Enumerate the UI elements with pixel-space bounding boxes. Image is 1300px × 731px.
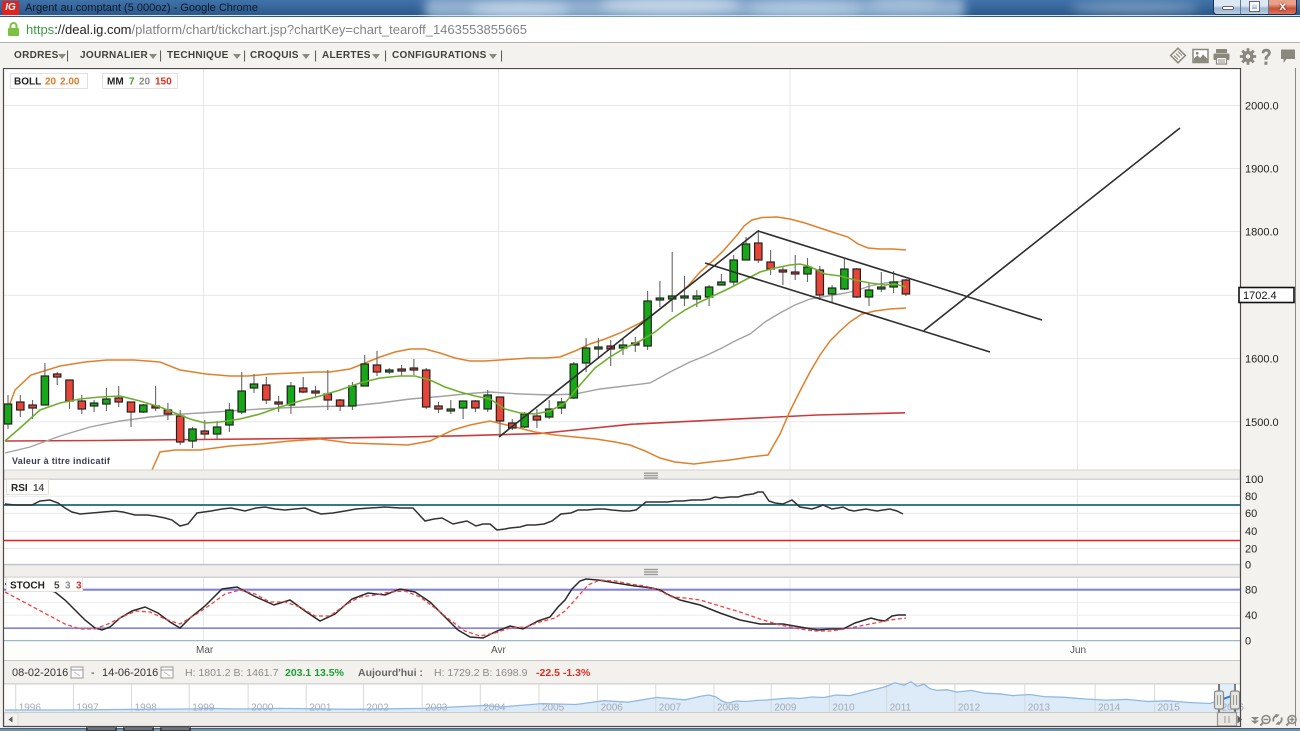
svg-text:1998: 1998 — [135, 703, 158, 714]
svg-text:2007: 2007 — [659, 703, 682, 714]
svg-text:1702.4: 1702.4 — [1243, 290, 1277, 302]
svg-text:2000.0: 2000.0 — [1245, 101, 1279, 113]
svg-text:14-06-2016: 14-06-2016 — [102, 667, 158, 679]
svg-text:80: 80 — [1245, 585, 1257, 597]
svg-text:60: 60 — [1245, 508, 1257, 520]
svg-text:MM: MM — [107, 77, 124, 88]
svg-text:40: 40 — [1245, 610, 1257, 622]
svg-text:Avr: Avr — [491, 645, 506, 656]
svg-text:2000: 2000 — [251, 703, 274, 714]
svg-text:150: 150 — [155, 77, 172, 88]
svg-text:H: 1729.2 B: 1698.9: H: 1729.2 B: 1698.9 — [434, 667, 528, 679]
svg-text:5: 5 — [54, 581, 60, 592]
svg-text:-22.5 -1.3%: -22.5 -1.3% — [536, 667, 591, 679]
svg-text:3: 3 — [76, 581, 82, 592]
svg-text:2005: 2005 — [542, 703, 565, 714]
svg-text:Jun: Jun — [1070, 645, 1086, 656]
svg-text:1500.0: 1500.0 — [1245, 417, 1279, 429]
svg-text:Mar: Mar — [196, 645, 214, 656]
svg-text:40: 40 — [1245, 526, 1257, 538]
svg-text:08-02-2016: 08-02-2016 — [12, 667, 68, 679]
svg-text:2006: 2006 — [601, 703, 624, 714]
svg-text:203.1 13.5%: 203.1 13.5% — [285, 667, 345, 679]
svg-text:2009: 2009 — [774, 703, 797, 714]
svg-text:2002: 2002 — [366, 703, 389, 714]
svg-text:20: 20 — [45, 77, 57, 88]
svg-text:2010: 2010 — [832, 703, 855, 714]
svg-text:100: 100 — [1245, 474, 1263, 486]
svg-text:1600.0: 1600.0 — [1245, 354, 1279, 366]
svg-text:BOLL: BOLL — [14, 77, 41, 88]
svg-text:Aujourd'hui :: Aujourd'hui : — [358, 667, 423, 679]
svg-text:2014: 2014 — [1098, 703, 1121, 714]
svg-text:20: 20 — [1245, 544, 1257, 556]
svg-text:1996: 1996 — [19, 703, 42, 714]
svg-text:1800.0: 1800.0 — [1245, 227, 1279, 239]
svg-text:H: 1801.2 B: 1461.7: H: 1801.2 B: 1461.7 — [185, 667, 279, 679]
svg-text:14: 14 — [33, 483, 45, 494]
svg-text:-: - — [91, 667, 95, 679]
svg-text:20: 20 — [139, 77, 151, 88]
svg-text:80: 80 — [1245, 491, 1257, 503]
svg-text:1997: 1997 — [76, 703, 99, 714]
svg-text:0: 0 — [1245, 636, 1251, 648]
svg-text:1900.0: 1900.0 — [1245, 164, 1279, 176]
svg-text:7: 7 — [129, 77, 135, 88]
svg-text:2004: 2004 — [483, 703, 506, 714]
svg-text:3: 3 — [65, 581, 71, 592]
svg-text:2.00: 2.00 — [60, 77, 80, 88]
svg-text:2015: 2015 — [1158, 703, 1181, 714]
svg-text:2013: 2013 — [1028, 703, 1051, 714]
svg-text:2001: 2001 — [309, 703, 332, 714]
svg-text:Valeur à titre indicatif: Valeur à titre indicatif — [12, 456, 111, 466]
svg-text:2008: 2008 — [717, 703, 740, 714]
svg-text:0: 0 — [1245, 560, 1251, 572]
svg-text:RSI: RSI — [11, 483, 28, 494]
svg-text:2011: 2011 — [890, 703, 912, 714]
svg-text:2012: 2012 — [958, 703, 981, 714]
svg-text:1999: 1999 — [192, 703, 215, 714]
svg-text:STOCH: STOCH — [10, 581, 45, 592]
